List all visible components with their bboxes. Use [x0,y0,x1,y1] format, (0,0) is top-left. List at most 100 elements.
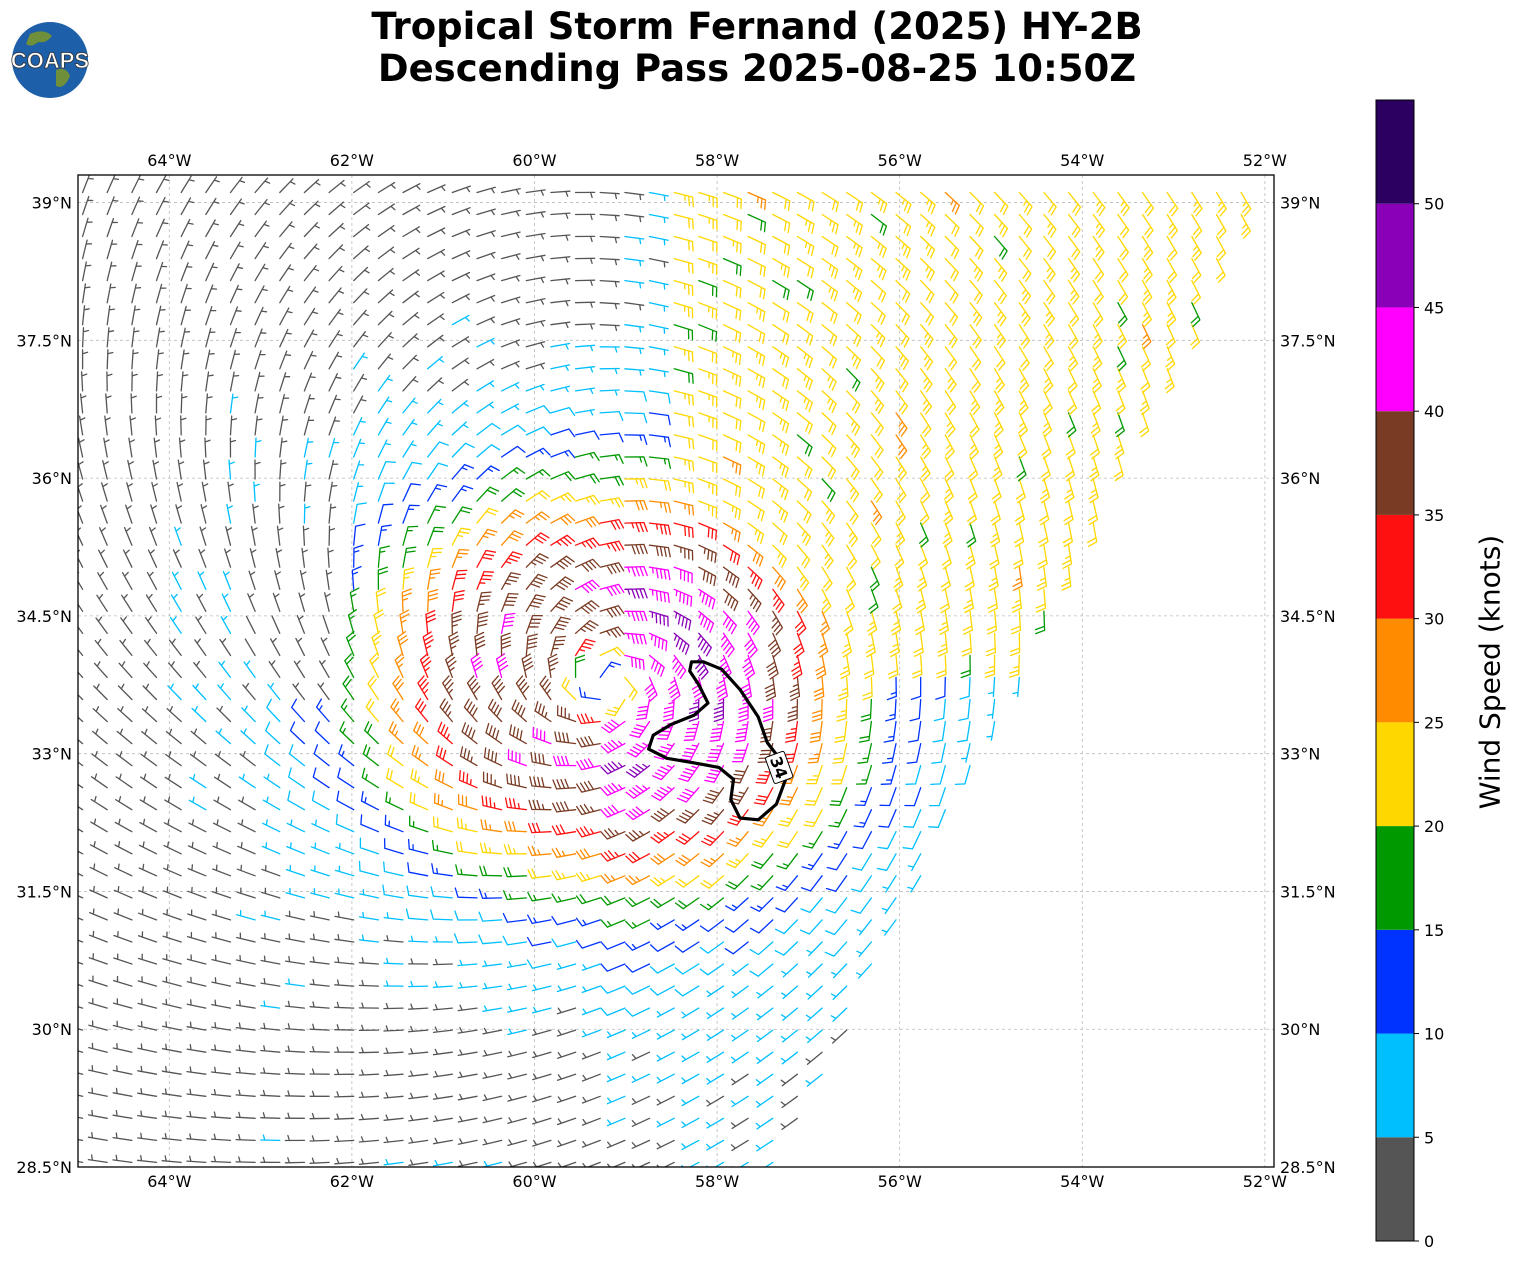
wind-barb [525,405,551,414]
wind-barb [163,841,182,855]
wind-barb [966,522,977,548]
wind-barb [358,860,380,877]
wind-barb [825,875,848,892]
wind-barb [402,333,420,348]
wind-barb [1016,456,1027,482]
wind-barb [906,742,922,764]
wind-barb [142,683,158,701]
wind-barb [574,213,596,221]
wind-barb [479,865,503,877]
wind-barb [747,434,766,455]
wind-barb [772,213,791,234]
wind-barb [550,449,576,459]
wind-barb [95,616,108,634]
wind-barb [87,1154,108,1164]
wind-barb [89,863,108,877]
wind-barb [279,459,287,480]
wind-barb [180,175,195,194]
wind-barb [722,566,740,589]
wind-barb [802,831,823,849]
wind-barb [303,329,318,348]
wind-barb [781,963,799,978]
wind-barb [482,1027,503,1035]
wind-barb [430,909,453,921]
wind-barb [286,842,306,855]
wind-barb [870,412,884,437]
wind-barb [943,478,954,504]
wind-barb [353,309,369,326]
wind-barb [1117,235,1129,261]
wind-barb [238,773,256,789]
wind-barb [328,394,341,414]
wind-barb [644,676,658,702]
wind-barb [334,979,355,987]
wind-barb [724,919,749,933]
wind-barb [289,721,306,745]
wind-barb [288,744,306,767]
wind-barb [860,698,873,722]
wind-barb [989,544,1000,570]
wind-barb [574,451,600,462]
wind-barb [284,1157,306,1164]
wind-barb [729,764,749,784]
wind-barb [480,819,503,833]
wind-barb [128,437,135,458]
wind-barb [137,1020,158,1031]
wind-barb [525,426,551,436]
wind-barb [772,588,785,613]
wind-barb [599,497,625,508]
wind-barb [648,368,669,378]
wind-barb [673,213,694,230]
wind-barb [600,782,626,797]
wind-barb [796,279,814,301]
wind-barb [625,875,651,886]
wind-barb [401,588,412,612]
wind-barb [698,588,716,610]
wind-barb [138,863,158,877]
wind-barb [800,875,823,892]
wind-barb [1141,302,1152,327]
wind-barb [652,764,675,781]
wind-barb [825,919,848,936]
wind-barb [106,175,120,194]
wind-barb [358,1091,380,1099]
wind-barb [279,221,295,238]
wind-barb [895,390,909,415]
wind-barb [809,720,823,743]
wind-barb [576,780,601,793]
wind-barb [328,287,345,304]
wind-barb [656,1073,675,1084]
wind-barb [895,368,909,393]
wind-barb [725,875,749,890]
wind-barb [367,675,380,701]
wind-barb [846,279,863,303]
wind-barb [377,566,388,590]
wind-barb [870,346,886,370]
wind-barb [200,504,208,524]
wind-barb [457,1049,478,1057]
wind-barb [811,698,823,722]
wind-barb [725,853,749,869]
wind-barb [731,1007,749,1020]
wind-barb [353,180,371,194]
wind-barb [624,478,648,489]
wind-barb [309,1068,330,1075]
wind-barb [328,222,346,238]
wind-barb [155,393,163,414]
wind-barb [478,888,503,899]
wind-barb [631,1073,651,1083]
wind-barb [888,654,899,679]
wind-barb [525,614,543,634]
wind-barb [476,230,496,238]
wind-barb [327,547,334,568]
wind-barb [1042,412,1053,438]
wind-barb [222,570,232,590]
wind-barb [1140,368,1151,394]
wind-barb [358,1158,380,1165]
wind-barb [195,616,207,634]
wind-barb [850,897,873,914]
wind-barb [624,588,648,599]
wind-barb [698,412,718,430]
wind-barb [229,219,245,238]
wind-barb [284,1134,306,1142]
